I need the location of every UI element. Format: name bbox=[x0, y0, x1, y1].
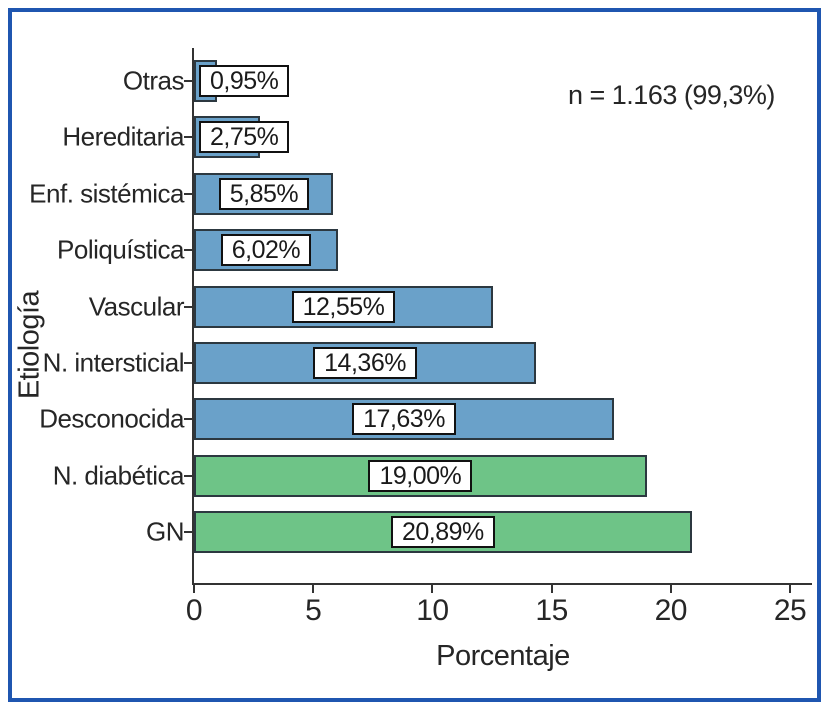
x-axis-line bbox=[192, 583, 812, 585]
x-tick bbox=[550, 585, 553, 593]
sample-size-annotation: n = 1.163 (99,3%) bbox=[568, 80, 775, 110]
category-tick bbox=[184, 531, 192, 534]
category-label: GN bbox=[146, 516, 185, 547]
value-label: 6,02% bbox=[220, 234, 312, 267]
category-label: Enf. sistémica bbox=[29, 178, 184, 209]
category-label: Vascular bbox=[88, 291, 185, 322]
category-tick bbox=[184, 418, 192, 421]
value-label: 0,95% bbox=[199, 65, 290, 97]
y-axis-line bbox=[192, 48, 194, 585]
value-label: 19,00% bbox=[368, 459, 473, 492]
value-label: 14,36% bbox=[313, 347, 417, 379]
x-tick-label: 10 bbox=[416, 594, 449, 627]
category-tick bbox=[184, 305, 192, 308]
value-label: 12,55% bbox=[291, 290, 396, 323]
category-tick bbox=[184, 192, 192, 195]
category-label: Poliquística bbox=[57, 234, 184, 265]
y-axis-title: Etiología bbox=[13, 290, 46, 400]
category-tick bbox=[184, 474, 192, 477]
category-tick bbox=[184, 80, 192, 82]
x-tick-label: 15 bbox=[535, 594, 568, 627]
x-axis-title: Porcentaje bbox=[436, 640, 570, 672]
x-tick-label: 20 bbox=[654, 594, 688, 627]
x-tick bbox=[431, 585, 434, 593]
x-tick bbox=[669, 585, 672, 593]
value-label: 2,75% bbox=[199, 121, 290, 154]
category-tick bbox=[184, 136, 192, 139]
category-label: Otras bbox=[122, 65, 185, 96]
category-label: Hereditaria bbox=[62, 121, 184, 152]
x-tick bbox=[789, 585, 791, 593]
x-tick-label: 0 bbox=[185, 594, 203, 627]
value-label: 17,63% bbox=[352, 403, 456, 436]
category-tick bbox=[184, 362, 192, 364]
category-label: N. intersticial bbox=[42, 347, 185, 378]
category-tick bbox=[184, 249, 192, 252]
x-tick bbox=[312, 585, 315, 593]
value-label: 5,85% bbox=[218, 177, 310, 210]
category-label: N. diabética bbox=[52, 460, 185, 491]
value-label: 20,89% bbox=[391, 516, 495, 549]
x-tick bbox=[193, 585, 195, 593]
x-tick-label: 5 bbox=[305, 594, 322, 627]
x-tick-label: 25 bbox=[773, 594, 807, 627]
category-label: Desconocida bbox=[39, 403, 184, 434]
